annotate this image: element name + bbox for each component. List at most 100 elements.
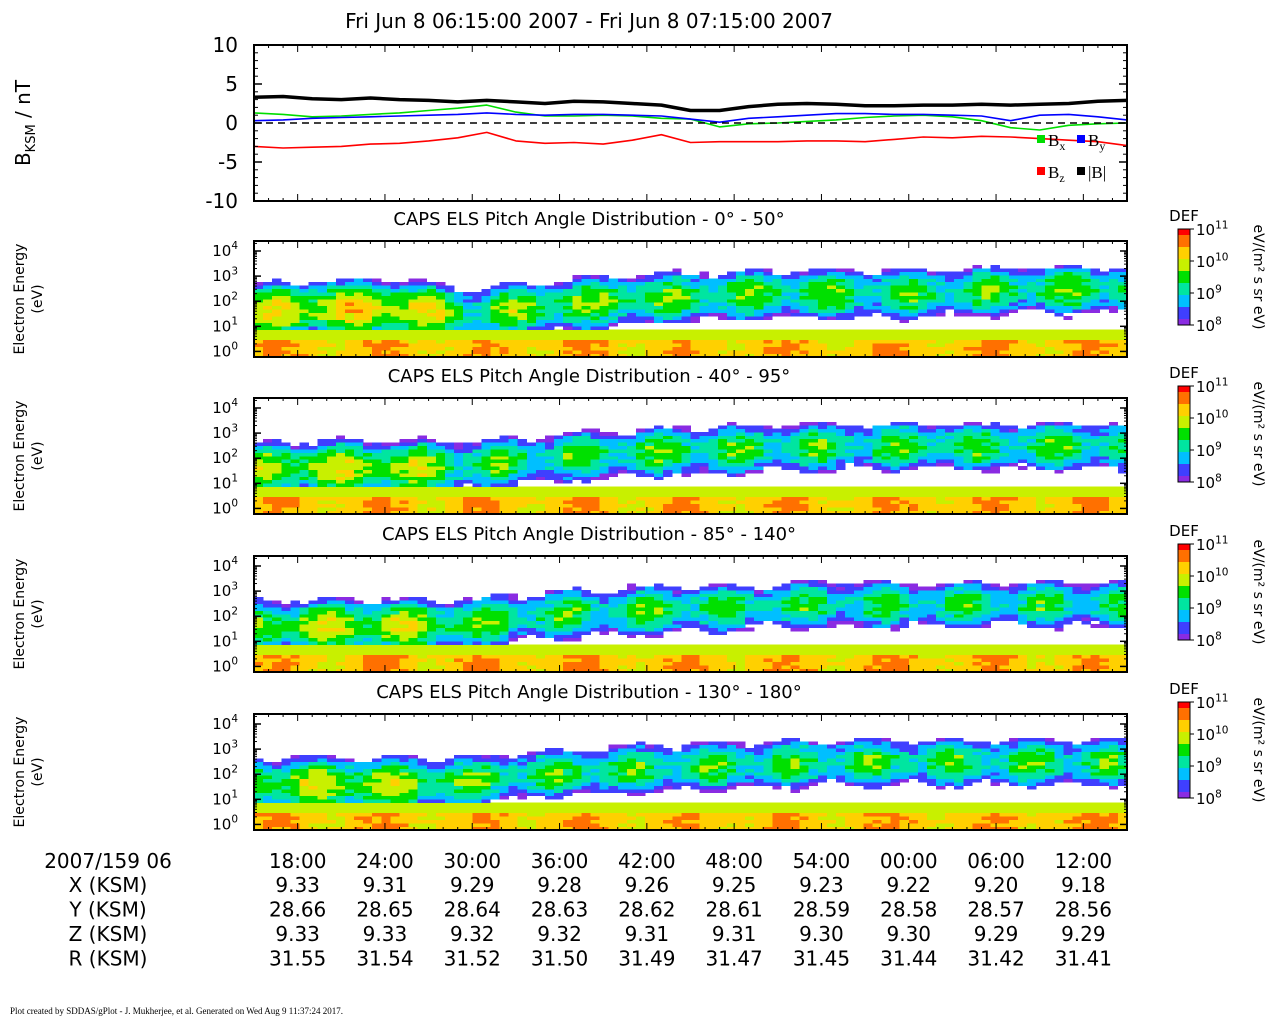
- legend-swatch-By: [1077, 135, 1085, 143]
- heatmap-cell: [808, 507, 819, 511]
- heatmap-cell: [563, 462, 573, 467]
- heatmap-cell: [1081, 336, 1091, 341]
- heatmap-cell: [908, 500, 919, 505]
- heatmap-cell: [372, 507, 382, 511]
- heatmap-cell: [1008, 490, 1019, 494]
- heatmap-cell: [672, 271, 682, 276]
- heatmap-cell: [872, 486, 882, 491]
- heatmap-cell: [799, 432, 810, 436]
- heatmap-cell: [735, 275, 746, 279]
- heatmap-cell: [399, 326, 409, 330]
- heatmap-cell: [663, 275, 673, 279]
- heatmap-cell: [326, 319, 337, 324]
- heatmap-cell: [626, 445, 637, 450]
- heatmap-cell: [754, 452, 764, 457]
- heatmap-cell: [263, 469, 273, 474]
- heatmap-cell: [1054, 285, 1064, 290]
- heatmap-cell: [281, 329, 291, 334]
- heatmap-cell: [563, 322, 573, 327]
- heatmap-cell: [517, 496, 528, 501]
- heatmap-cell: [608, 333, 619, 337]
- heatmap-cell: [1072, 299, 1082, 303]
- heatmap-cell: [272, 322, 282, 327]
- heatmap-cell: [772, 350, 782, 354]
- heatmap-cell: [490, 479, 500, 484]
- heatmap-cell: [981, 278, 991, 283]
- heatmap-cell: [845, 309, 855, 313]
- heatmap-cell: [708, 490, 719, 494]
- heatmap-cell: [936, 281, 946, 286]
- heatmap-cell: [435, 442, 446, 447]
- heatmap-cell: [272, 299, 282, 303]
- heatmap-cell: [890, 353, 900, 358]
- heatmap-cell: [354, 442, 364, 447]
- heatmap-cell: [299, 449, 309, 453]
- heatmap-cell: [299, 285, 309, 290]
- heatmap-cell: [526, 299, 537, 303]
- heatmap-cell: [581, 442, 591, 447]
- heatmap-cell: [963, 285, 973, 290]
- heatmap-cell: [435, 288, 446, 293]
- heatmap-cell: [790, 435, 800, 440]
- heatmap-cell: [836, 449, 846, 453]
- heatmap-cell: [1081, 496, 1091, 501]
- colorbar-segment: [1178, 440, 1190, 443]
- heatmap-cell: [1117, 428, 1128, 433]
- heatmap-cell: [472, 322, 482, 327]
- heatmap-cell: [917, 496, 928, 501]
- heatmap-cell: [435, 503, 446, 508]
- heatmap-cell: [590, 312, 600, 317]
- heatmap-cell: [454, 486, 464, 491]
- heatmap-cell: [963, 329, 973, 334]
- heatmap-cell: [1017, 288, 1028, 293]
- heatmap-cell: [417, 503, 428, 508]
- heatmap-cell: [654, 425, 664, 429]
- heatmap-cell: [735, 288, 746, 293]
- heatmap-cell: [344, 319, 355, 324]
- heatmap-cell: [1072, 350, 1082, 354]
- heatmap-cell: [772, 486, 782, 491]
- heatmap-cell: [763, 309, 773, 313]
- heatmap-cell: [845, 350, 855, 354]
- heatmap-cell: [772, 510, 782, 515]
- heatmap-cell: [381, 449, 391, 453]
- heatmap-cell: [863, 309, 873, 313]
- heatmap-cell: [417, 459, 428, 464]
- heatmap-cell: [772, 336, 782, 341]
- heatmap-cell: [417, 333, 428, 337]
- heatmap-cell: [890, 466, 900, 470]
- heatmap-cell: [290, 285, 300, 290]
- heatmap-cell: [1099, 343, 1110, 348]
- heatmap-cell: [417, 445, 428, 450]
- heatmap-cell: [745, 292, 755, 296]
- heatmap-cell: [790, 507, 800, 511]
- heatmap-cell: [326, 476, 337, 481]
- heatmap-cell: [899, 285, 910, 290]
- heatmap-cell: [1036, 285, 1046, 290]
- heatmap-cell: [490, 442, 500, 447]
- heatmap-cell: [799, 278, 810, 283]
- heatmap-cell: [608, 295, 619, 300]
- heatmap-cell: [299, 292, 309, 296]
- heatmap-cell: [454, 479, 464, 484]
- heatmap-cell: [699, 500, 709, 505]
- heatmap-cell: [872, 432, 882, 436]
- heatmap-cell: [1090, 459, 1101, 464]
- heatmap-cell: [936, 295, 946, 300]
- heatmap-cell: [936, 462, 946, 467]
- heatmap-cell: [299, 305, 309, 310]
- heatmap-cell: [626, 336, 637, 341]
- heatmap-cell: [672, 346, 682, 351]
- heatmap-cell: [1045, 496, 1055, 501]
- heatmap-cell: [581, 312, 591, 317]
- heatmap-cell: [590, 507, 600, 511]
- heatmap-cell: [308, 452, 318, 457]
- heatmap-cell: [399, 350, 409, 354]
- heatmap-cell: [435, 483, 446, 487]
- heatmap-cell: [663, 500, 673, 505]
- heatmap-cell: [354, 278, 364, 283]
- heatmap-cell: [908, 312, 919, 317]
- heatmap-cell: [990, 309, 1000, 313]
- heatmap-cell: [690, 275, 700, 279]
- heatmap-cell: [1072, 442, 1082, 447]
